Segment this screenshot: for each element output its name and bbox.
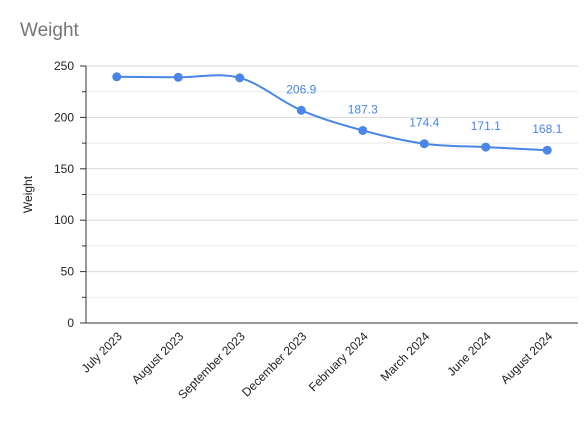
x-tick-label: June 2024 <box>444 329 494 379</box>
x-tick-label: March 2024 <box>378 329 433 384</box>
y-tick-label: 100 <box>54 213 74 227</box>
data-label: 187.3 <box>348 102 378 116</box>
x-tick-label: February 2024 <box>306 329 371 394</box>
data-label: 168.1 <box>532 122 562 136</box>
x-tick-label: August 2024 <box>498 329 556 387</box>
data-point <box>481 142 491 152</box>
data-point <box>358 125 368 135</box>
y-tick-label: 50 <box>61 265 75 279</box>
x-tick-label: September 2023 <box>175 329 248 402</box>
data-point <box>235 73 245 83</box>
y-tick-label: 0 <box>67 316 74 330</box>
data-point <box>542 145 552 155</box>
x-tick-label: July 2023 <box>79 329 125 375</box>
y-tick-label: 200 <box>54 110 74 124</box>
series-line <box>116 74 548 152</box>
data-label: 206.9 <box>286 82 316 96</box>
data-point <box>419 139 429 149</box>
y-axis-label: Weight <box>21 175 35 213</box>
data-point <box>296 105 306 115</box>
y-tick-label: 150 <box>54 162 74 176</box>
x-tick-label: December 2023 <box>239 329 310 400</box>
y-tick-label: 250 <box>54 59 74 73</box>
data-label: 174.4 <box>409 116 439 130</box>
data-point <box>112 72 122 82</box>
chart-title: Weight <box>20 20 79 41</box>
x-tick-label: August 2023 <box>129 329 187 387</box>
data-point <box>173 72 183 82</box>
data-label: 171.1 <box>471 119 501 133</box>
